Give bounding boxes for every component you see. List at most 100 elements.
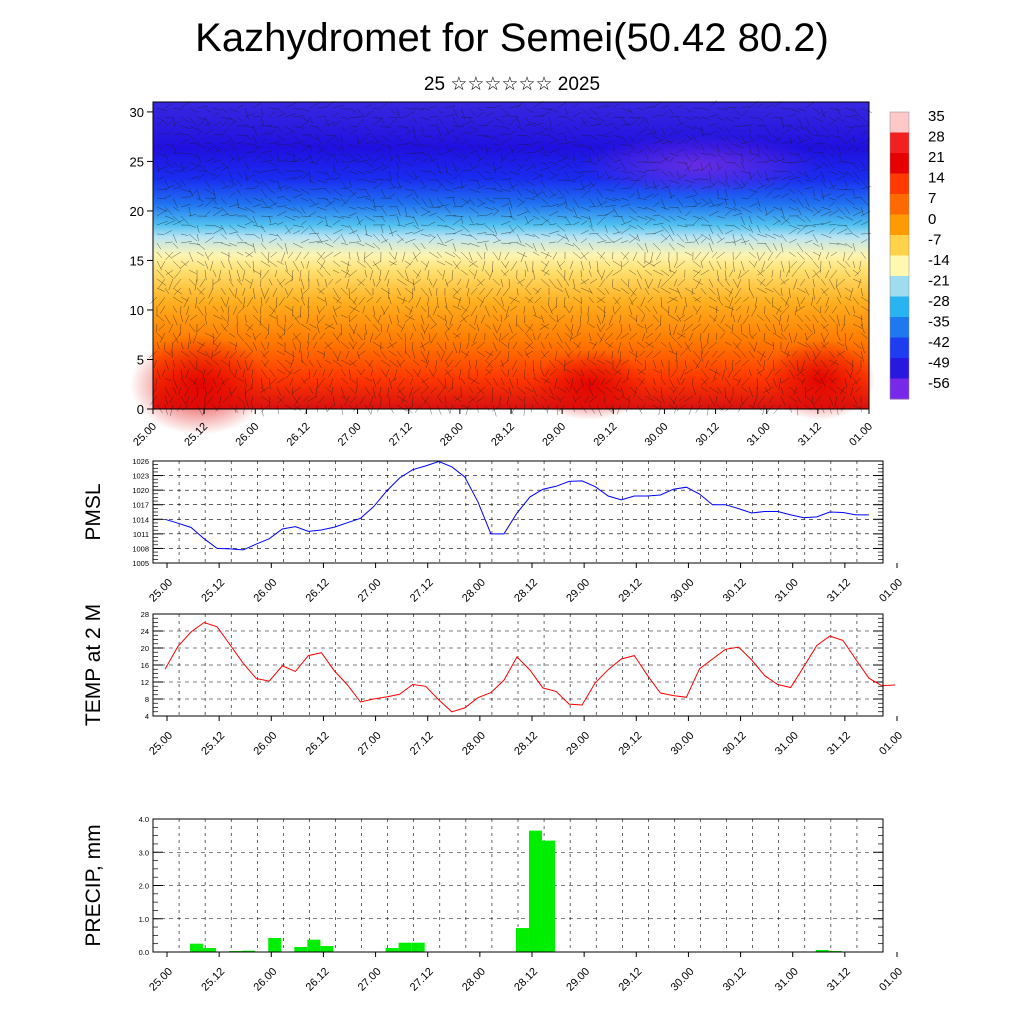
wind-vector [572, 134, 578, 142]
wind-vector [313, 368, 318, 377]
wind-vector [764, 224, 771, 231]
wind-vector [532, 114, 543, 118]
wind-vector [208, 296, 214, 305]
wind-vector [508, 323, 513, 334]
wind-vector [428, 143, 439, 151]
wind-vector [843, 314, 846, 326]
wind-vector [408, 386, 414, 398]
wind-vector [540, 152, 551, 157]
wind-vector [703, 350, 710, 358]
wind-vector [507, 350, 510, 362]
wind-vector [588, 161, 598, 165]
wind-vector [836, 332, 841, 342]
wind-vector [626, 404, 630, 413]
wind-vector [220, 107, 228, 114]
wind-vector [292, 224, 305, 228]
wind-vector [781, 305, 790, 315]
wind-vector [372, 260, 382, 267]
wind-vector [188, 350, 199, 359]
wind-vector [580, 220, 588, 226]
wind-vector [334, 305, 342, 311]
wind-vector [556, 278, 563, 288]
wind-vector [340, 134, 343, 142]
wind-vector [628, 107, 634, 115]
wind-vector [740, 215, 745, 226]
wind-vector [473, 269, 478, 280]
wind-vector [524, 156, 532, 163]
wind-vector [732, 212, 743, 217]
wind-vector [173, 278, 182, 288]
wind-vector [508, 116, 517, 118]
wind-vector [628, 341, 633, 352]
wind-vector [459, 341, 462, 354]
wind-vector [340, 187, 351, 190]
wind-vector [796, 125, 805, 130]
wind-vector [324, 152, 333, 156]
wind-vector [484, 111, 495, 118]
wind-vector [227, 314, 230, 324]
wind-vector [188, 161, 200, 167]
wind-vector [252, 287, 256, 300]
wind-vector [292, 296, 300, 303]
wind-vector [396, 197, 404, 206]
wind-vector [265, 296, 270, 304]
wind-vector [412, 175, 420, 181]
wind-vector [674, 305, 678, 313]
wind-vector [738, 269, 742, 279]
wind-vector [444, 323, 454, 334]
wind-vector [244, 278, 252, 284]
wind-vector [436, 161, 441, 174]
x-tick-label: 26.12 [304, 966, 332, 994]
wind-vector [732, 197, 736, 207]
wind-vector [516, 224, 525, 232]
wind-vector [532, 233, 540, 239]
wind-vector [332, 104, 345, 109]
wind-vector [485, 368, 494, 376]
wind-vector [180, 203, 191, 208]
wind-vector [836, 242, 847, 246]
wind-vector [220, 377, 230, 385]
wind-vector [188, 166, 199, 172]
wind-vector [708, 260, 715, 272]
wind-vector [596, 404, 602, 417]
wind-vector [508, 179, 515, 191]
wind-vector [860, 305, 870, 312]
wind-vector [692, 157, 699, 163]
wind-vector [820, 233, 832, 239]
wind-vector [196, 305, 204, 316]
wind-vector [814, 350, 822, 361]
wind-vector [196, 287, 204, 296]
wind-vector [620, 143, 633, 147]
wind-vector [291, 386, 302, 394]
wind-vector [507, 368, 510, 378]
wind-vector [700, 164, 710, 172]
wind-vector [860, 314, 863, 327]
wind-vector [396, 296, 408, 302]
wind-vector [433, 305, 438, 316]
wind-vector [188, 359, 196, 371]
y-axis-label: TEMP at 2 M [82, 604, 105, 726]
wind-vector [788, 139, 796, 145]
colorbar-label: 7 [928, 190, 936, 207]
wind-vector [756, 179, 764, 187]
wind-vector [444, 170, 453, 177]
wind-vector [316, 350, 326, 355]
wind-vector [788, 113, 796, 118]
wind-vector [508, 278, 511, 288]
wind-vector [388, 314, 393, 324]
wind-vector [324, 341, 334, 349]
wind-vector [762, 404, 766, 416]
wind-vector [316, 179, 327, 184]
wind-vector [668, 386, 675, 393]
wind-vector [492, 332, 498, 341]
wind-vector [604, 152, 613, 160]
wind-vector [172, 242, 179, 249]
wind-vector [516, 164, 526, 172]
wind-vector [180, 179, 186, 187]
wind-vector [356, 215, 361, 226]
wind-vector [615, 359, 622, 369]
wind-vector [776, 305, 782, 315]
wind-vector [369, 269, 374, 281]
wind-vector [356, 107, 364, 116]
wind-vector [732, 161, 741, 168]
